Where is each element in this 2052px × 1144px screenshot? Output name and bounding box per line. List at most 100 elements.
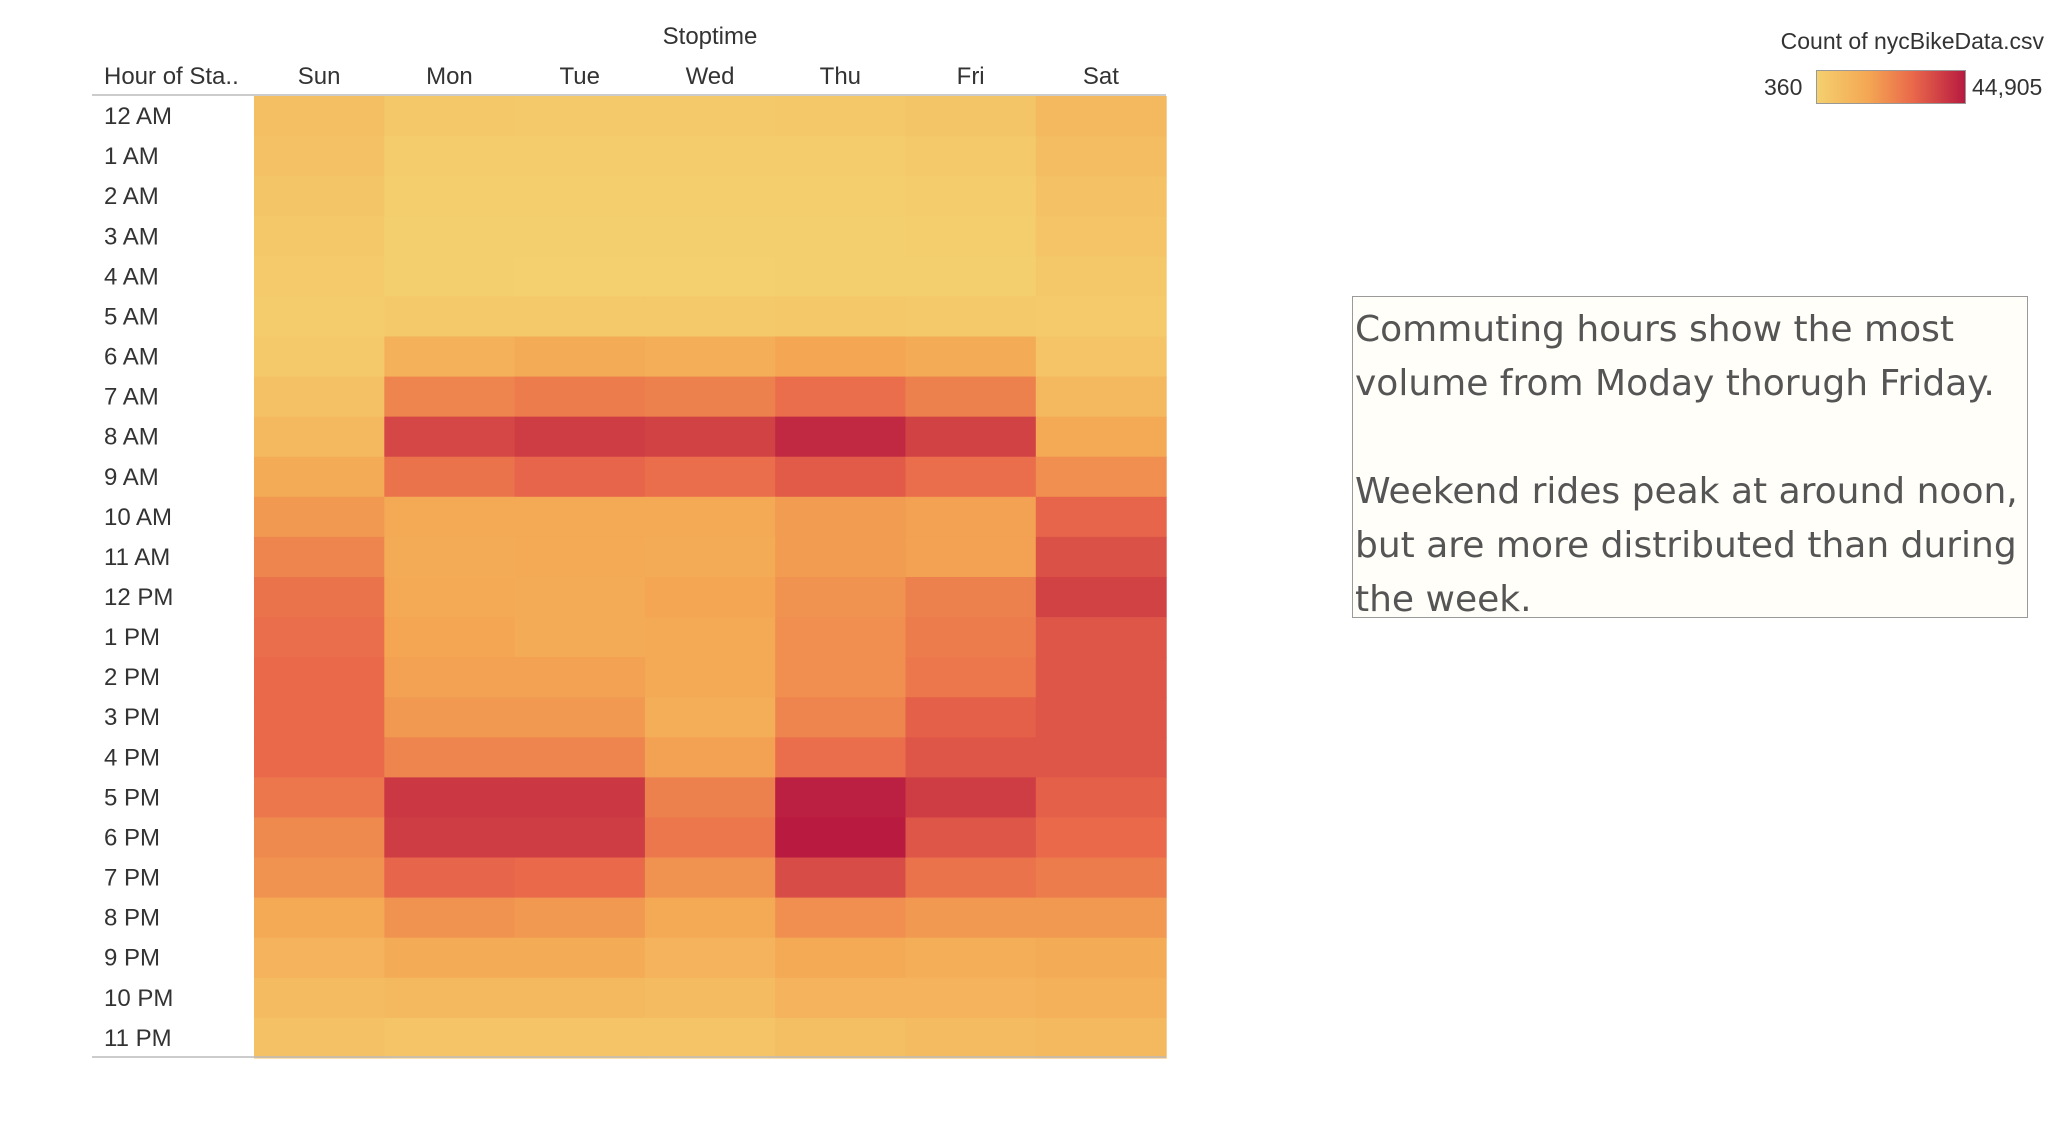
- heatmap-cell: [384, 576, 516, 618]
- heatmap-cell: [905, 937, 1037, 979]
- column-label-sun: Sun: [298, 63, 341, 90]
- heatmap-cell: [514, 777, 646, 819]
- column-header: Stoptime: [663, 23, 758, 50]
- heatmap-cell: [384, 136, 516, 177]
- heatmap-cell: [254, 456, 385, 498]
- heatmap-cell: [775, 536, 907, 578]
- heatmap-cell: [254, 416, 385, 458]
- heatmap-cell: [254, 96, 385, 137]
- heatmap-cell: [1035, 697, 1167, 738]
- heatmap-cell: [905, 897, 1037, 939]
- heatmap-cell: [905, 296, 1037, 338]
- heatmap-cell: [514, 376, 646, 418]
- heatmap-cell: [644, 336, 776, 378]
- heatmap-cell: [1035, 1017, 1167, 1059]
- row-label: 5 PM: [104, 784, 160, 811]
- heatmap-cell: [254, 376, 385, 418]
- heatmap-cell: [514, 96, 646, 137]
- heatmap-cell: [1035, 777, 1167, 819]
- heatmap-cell: [514, 657, 646, 698]
- heatmap-cell: [905, 737, 1037, 778]
- row-label: 5 AM: [104, 303, 159, 330]
- heatmap-cell: [644, 657, 776, 698]
- heatmap-cell: [1035, 536, 1167, 578]
- heatmap-cell: [1035, 216, 1167, 257]
- heatmap-cell: [644, 937, 776, 979]
- heatmap-cell: [254, 817, 385, 859]
- heatmap-cell: [1035, 617, 1167, 658]
- row-labels: 12 AM 1 AM 2 AM 3 AM 4 AM 5 AM 6 AM 7 AM 8 AM 9 A…: [104, 103, 173, 1052]
- column-label-wed: Wed: [686, 63, 735, 90]
- row-label: 6 AM: [104, 344, 159, 371]
- row-label: 3 AM: [104, 223, 159, 250]
- heatmap-cell: [514, 456, 646, 498]
- heatmap-cell: [775, 136, 907, 177]
- heatmap-cell: [905, 617, 1037, 658]
- heatmap-cell: [384, 256, 516, 297]
- heatmap-cell: [254, 697, 385, 738]
- heatmap-cell: [254, 1017, 385, 1059]
- heatmap-cell: [384, 336, 516, 378]
- heatmap-cell: [254, 336, 385, 378]
- heatmap-cell: [644, 136, 776, 177]
- heatmap-cell: [905, 777, 1037, 819]
- row-label: 3 PM: [104, 704, 160, 731]
- heatmap-cell: [644, 416, 776, 458]
- heatmap-cell: [775, 376, 907, 418]
- row-label: 1 PM: [104, 624, 160, 651]
- heatmap-cell: [384, 897, 516, 939]
- heatmap-cell: [384, 176, 516, 217]
- heatmap-cell: [384, 376, 516, 418]
- heatmap-cell: [254, 216, 385, 257]
- heatmap-cell: [514, 336, 646, 378]
- heatmap-cell: [514, 1017, 646, 1059]
- heatmap-cell: [775, 416, 907, 458]
- row-label: 12 AM: [104, 103, 172, 130]
- heatmap-cell: [514, 737, 646, 778]
- heatmap-cell: [905, 576, 1037, 618]
- row-label: 10 PM: [104, 985, 173, 1012]
- heatmap-cell: [514, 496, 646, 538]
- heatmap-cell: [775, 777, 907, 819]
- column-label-sat: Sat: [1083, 63, 1119, 90]
- heatmap-cell: [1035, 897, 1167, 939]
- heatmap-cell: [644, 737, 776, 778]
- annotation-line: but are more distributed than during: [1355, 525, 2017, 566]
- color-legend: Count of nycBikeData.csv 360 44,905: [1740, 24, 2050, 114]
- heatmap-cell: [644, 296, 776, 338]
- heatmap-cell: [384, 817, 516, 859]
- heatmap-cell: [1035, 496, 1167, 538]
- heatmap-cell: [514, 977, 646, 1019]
- heatmap-cell: [775, 256, 907, 297]
- heatmap-cell: [905, 256, 1037, 297]
- heatmap-cell: [1035, 737, 1167, 778]
- annotation-box: Commuting hours show the most volume fro…: [1352, 296, 2028, 620]
- heatmap-cell: [254, 977, 385, 1019]
- row-label: 6 PM: [104, 824, 160, 851]
- heatmap-cell: [514, 296, 646, 338]
- heatmap-cell: [775, 817, 907, 859]
- row-label: 11 PM: [104, 1025, 172, 1052]
- heatmap-cell: [775, 176, 907, 217]
- heatmap-cell: [514, 817, 646, 859]
- heatmap-cell: [254, 496, 385, 538]
- heatmap-cell: [384, 1017, 516, 1059]
- heatmap-cell: [644, 216, 776, 257]
- heatmap-cell: [644, 96, 776, 137]
- legend-gradient-bar: [1816, 70, 1966, 104]
- heatmap-cell: [514, 136, 646, 177]
- heatmap-cell: [1035, 336, 1167, 378]
- row-label: 11 AM: [104, 544, 170, 571]
- heatmap-cell: [254, 857, 385, 899]
- heatmap-cell: [905, 96, 1037, 137]
- row-label: 7 AM: [104, 384, 159, 411]
- heatmap-cell: [644, 376, 776, 418]
- row-label: 7 PM: [104, 865, 160, 892]
- heatmap-cell: [775, 336, 907, 378]
- heatmap-cell: [644, 1017, 776, 1059]
- heatmap-cell: [644, 536, 776, 578]
- heatmap-cell: [775, 296, 907, 338]
- annotation-spacer: [1355, 411, 2027, 465]
- heatmap-cell: [775, 697, 907, 738]
- heatmap-cell: [905, 376, 1037, 418]
